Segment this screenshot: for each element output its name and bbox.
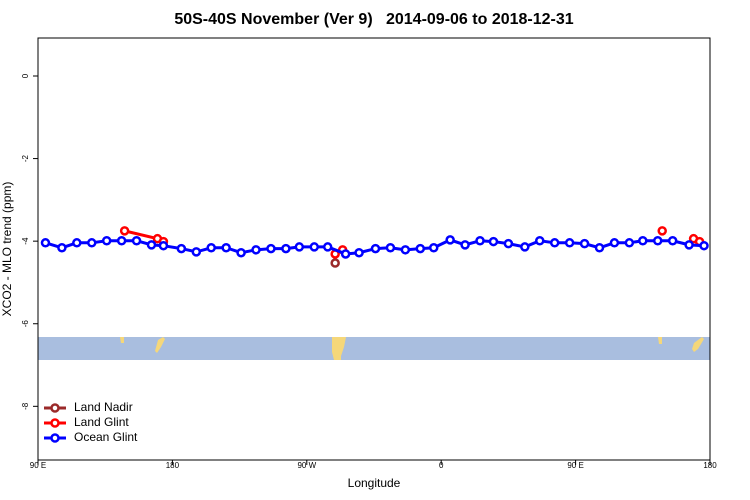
series-point: [520, 242, 530, 252]
series-point: [549, 238, 560, 248]
series-point: [460, 240, 470, 250]
legend-marker: [50, 433, 60, 443]
series-point: [535, 235, 545, 246]
series-point: [236, 247, 246, 258]
series-point: [57, 243, 67, 253]
series-point: [131, 235, 142, 246]
x-tick-label: 0: [439, 461, 444, 470]
series-point: [191, 247, 202, 257]
series-point: [638, 235, 648, 246]
legend-label: Ocean Glint: [74, 430, 138, 444]
y-tick-label: -4: [21, 237, 30, 245]
series-point: [475, 235, 485, 246]
y-tick-label: -8: [21, 402, 30, 410]
series-point: [322, 242, 333, 252]
series-point: [158, 240, 169, 251]
series-point: [294, 242, 305, 252]
y-tick-label: 0: [21, 73, 30, 78]
series-point: [428, 243, 439, 253]
x-tick-label: 180: [703, 461, 717, 470]
series-point: [251, 245, 261, 255]
series-point: [146, 240, 157, 250]
series-point: [116, 235, 127, 246]
series-point: [72, 238, 82, 248]
series-point: [221, 243, 231, 253]
series-point: [503, 238, 514, 249]
x-tick-label: 90 E: [30, 461, 46, 470]
series-point: [400, 245, 411, 255]
y-axis-label: XCO2 - MLO trend (ppm): [0, 182, 14, 317]
plot-frame: [37, 37, 711, 461]
x-tick-label: 180: [166, 461, 180, 470]
series-point: [385, 243, 396, 253]
series-point: [87, 238, 97, 248]
x-tick-label: 90 E: [567, 461, 583, 470]
chart-title: 50S-40S November (Ver 9) 2014-09-06 to 2…: [174, 11, 573, 28]
series-point: [176, 243, 187, 254]
series-point: [119, 226, 130, 236]
series-point: [667, 235, 678, 246]
series-point: [340, 249, 351, 259]
series-point: [684, 240, 694, 250]
series-point: [445, 235, 455, 245]
series-point: [309, 242, 320, 252]
series-point: [699, 240, 709, 251]
series-point: [370, 243, 381, 254]
legend-marker: [50, 403, 60, 413]
series-point: [281, 243, 291, 254]
series-point: [609, 238, 620, 248]
series-point: [624, 238, 635, 248]
series-point: [657, 226, 667, 236]
series-point: [594, 243, 605, 253]
series-point: [564, 238, 575, 248]
series-point: [101, 235, 112, 246]
series-point: [652, 235, 663, 246]
legend-label: Land Nadir: [74, 400, 133, 414]
x-axis-label: Longitude: [348, 476, 401, 490]
legend-marker: [50, 418, 60, 428]
series-point: [415, 243, 426, 254]
series-point: [579, 238, 590, 249]
series-point: [330, 258, 340, 268]
series-point: [354, 247, 364, 258]
legend-label: Land Glint: [74, 415, 129, 429]
series-point: [488, 236, 499, 247]
x-tick-label: 90 W: [297, 461, 316, 470]
series-point: [206, 243, 216, 253]
map-strip: [38, 337, 710, 360]
series-point: [40, 238, 51, 248]
y-tick-label: -6: [21, 320, 30, 328]
y-tick-label: -2: [21, 154, 30, 162]
series-point: [266, 243, 276, 254]
